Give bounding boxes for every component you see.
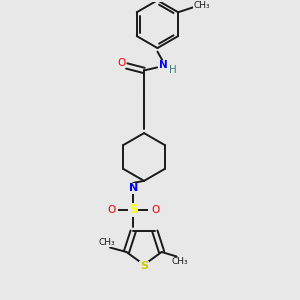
Text: O: O [117, 58, 125, 68]
Text: O: O [107, 205, 115, 215]
Text: N: N [159, 60, 167, 70]
Text: CH₃: CH₃ [99, 238, 115, 247]
Text: N: N [128, 183, 138, 193]
Text: S: S [140, 261, 148, 271]
Text: S: S [129, 203, 137, 216]
Text: O: O [151, 205, 159, 215]
Text: CH₃: CH₃ [194, 1, 210, 10]
Text: CH₃: CH₃ [171, 257, 188, 266]
Text: H: H [169, 64, 177, 74]
